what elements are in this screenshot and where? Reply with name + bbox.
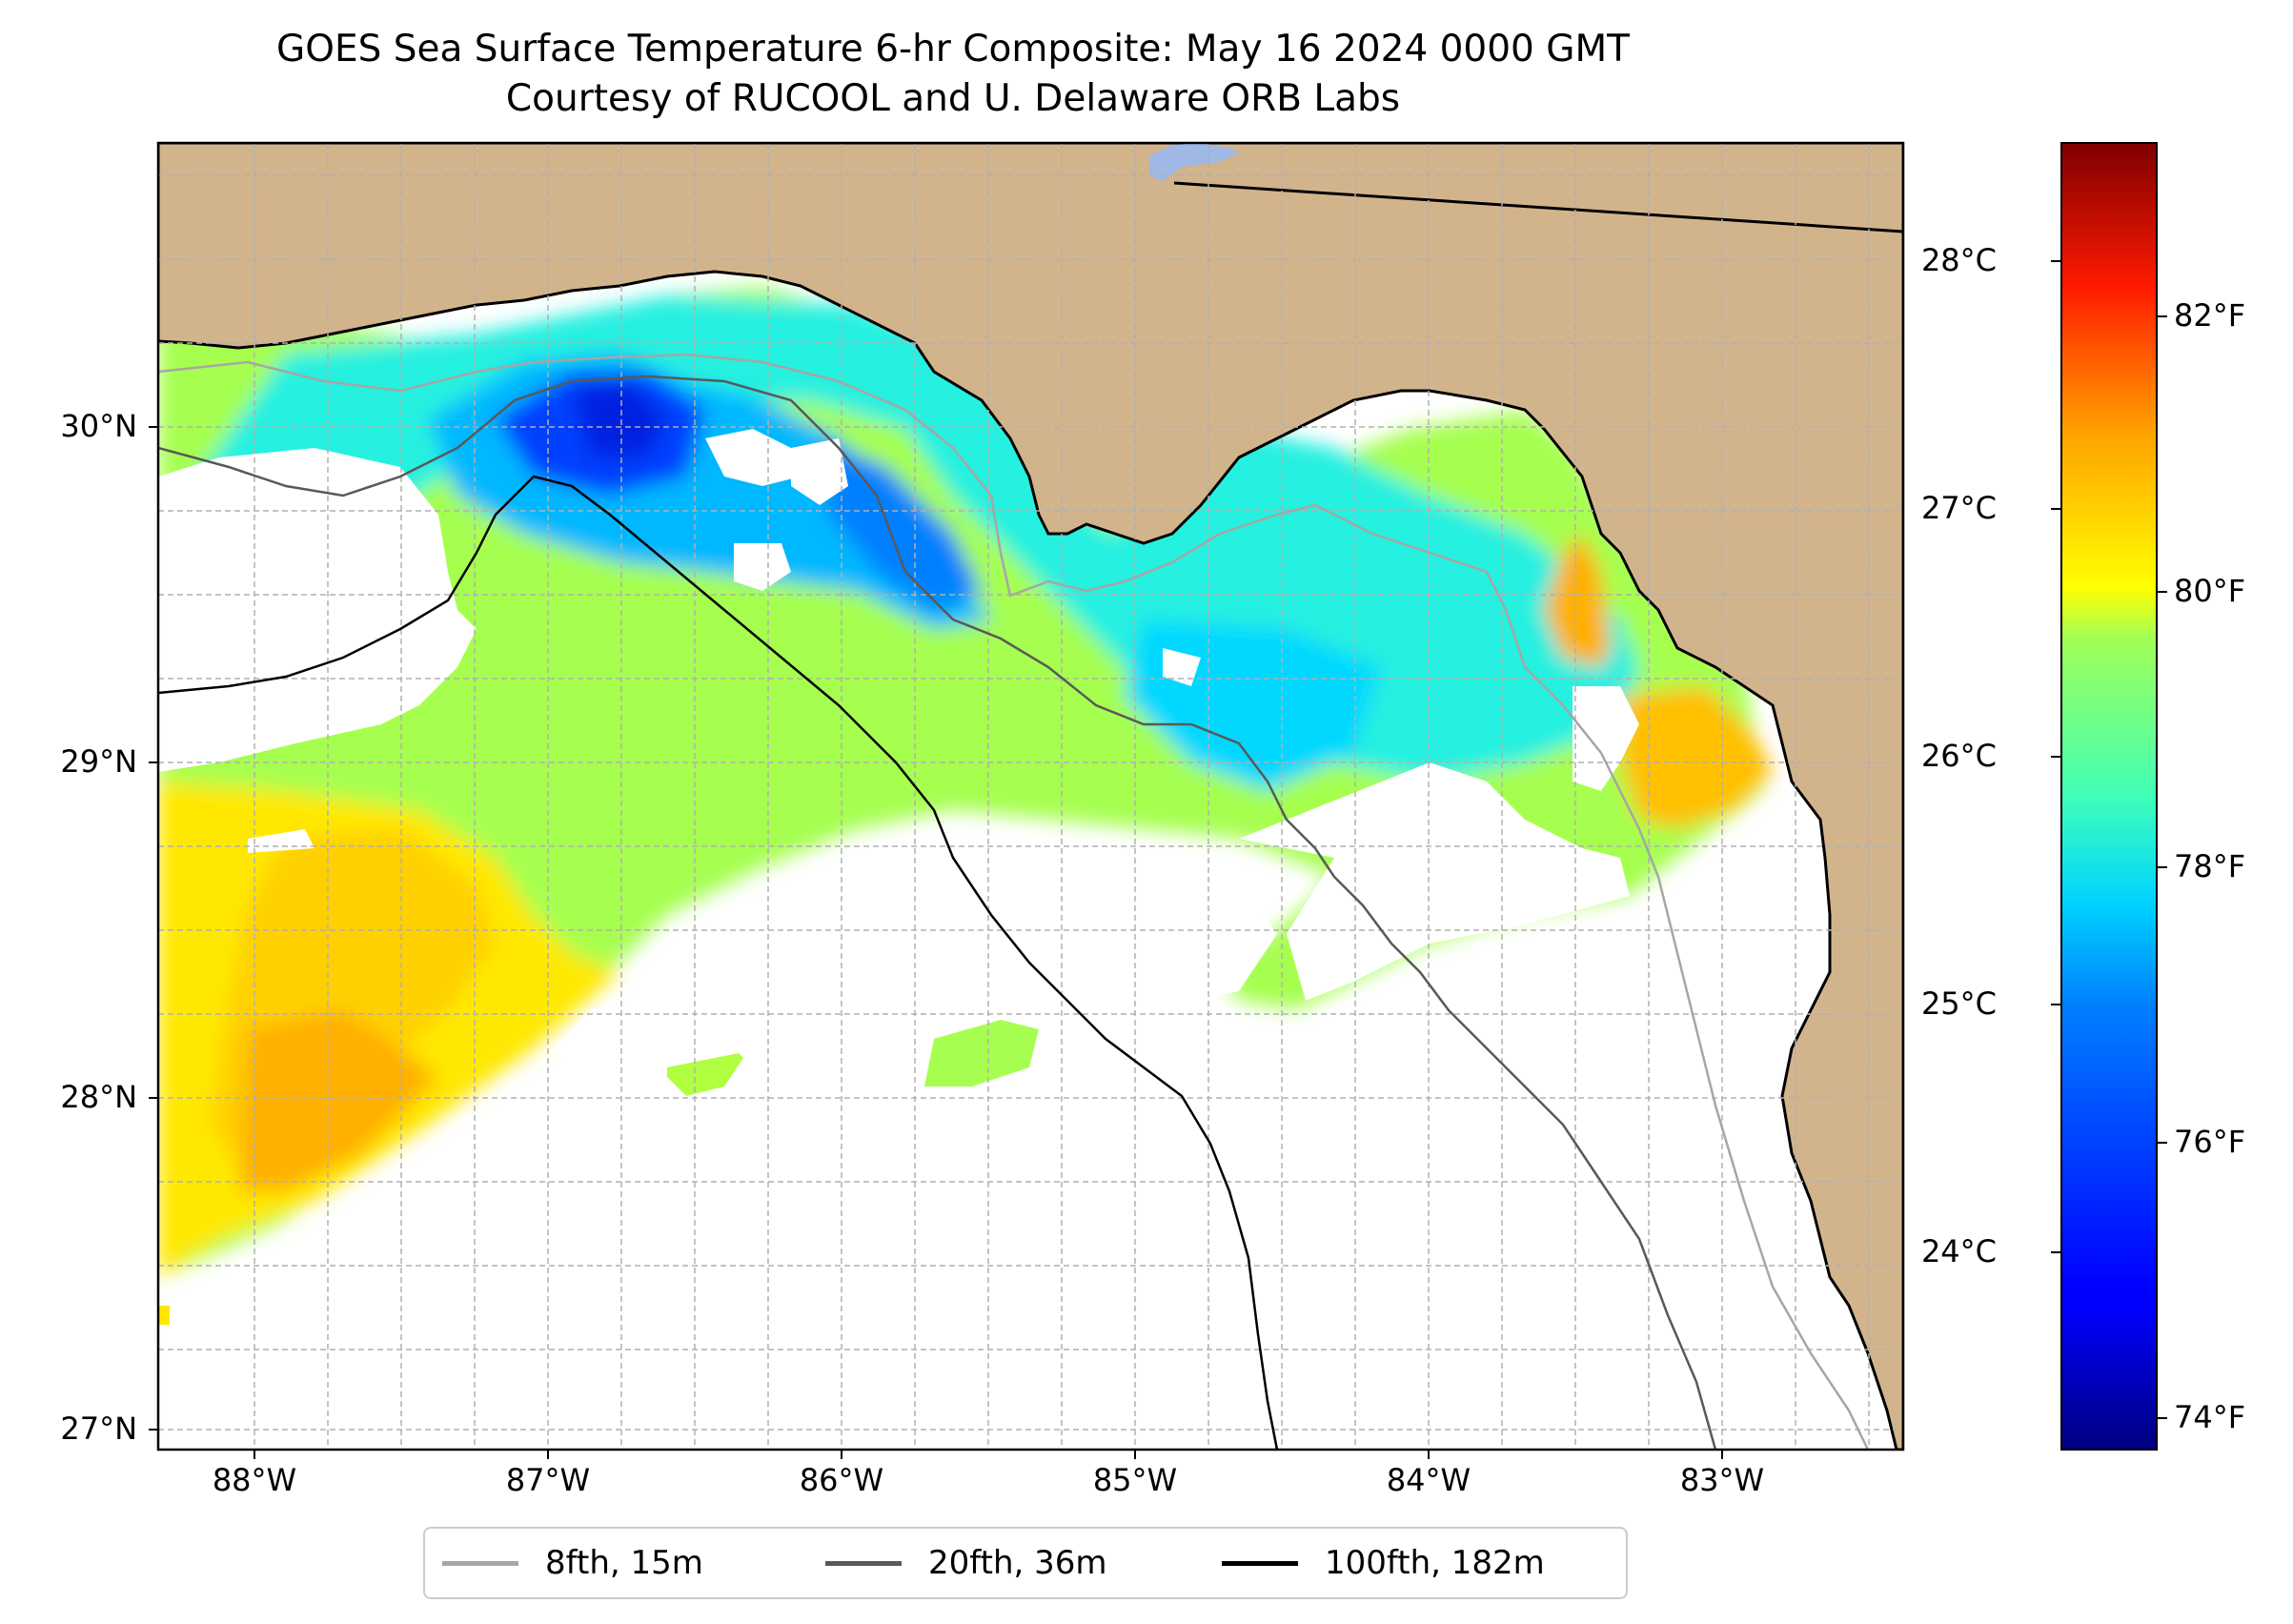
isobath-8fth	[158, 353, 1870, 1450]
lon-label-84w: 84°W	[1386, 1462, 1471, 1498]
legend-label-100fth: 100fth, 182m	[1325, 1544, 1545, 1582]
legend-swatch-20fth	[825, 1560, 902, 1566]
lon-label-83w: 83°W	[1679, 1462, 1765, 1498]
lat-label-27n: 27°N	[60, 1411, 137, 1447]
map-frame	[156, 141, 1905, 1451]
colorbar-label-76f: 76°F	[2174, 1124, 2246, 1160]
isobath-20fth	[158, 375, 1717, 1450]
isobath-legend: 8fth, 15m 20fth, 36m 100fth, 182m	[423, 1527, 1628, 1599]
lat-label-30n: 30°N	[60, 408, 137, 444]
lon-label-88w: 88°W	[212, 1462, 297, 1498]
colorbar	[2060, 142, 2158, 1451]
map-title: GOES Sea Surface Temperature 6-hr Compos…	[276, 28, 1630, 71]
colorbar-label-26c: 26°C	[1920, 738, 1997, 774]
colorbar-label-80f: 80°F	[2174, 573, 2246, 609]
legend-swatch-100fth	[1222, 1560, 1298, 1566]
lon-label-86w: 86°W	[799, 1462, 884, 1498]
lon-label-87w: 87°W	[505, 1462, 591, 1498]
legend-item-100fth: 100fth, 182m	[1222, 1529, 1545, 1597]
colorbar-label-24c: 24°C	[1920, 1233, 1997, 1269]
lon-label-85w: 85°W	[1092, 1462, 1178, 1498]
land-mass	[158, 143, 1903, 1450]
legend-item-20fth: 20fth, 36m	[825, 1529, 1107, 1597]
colorbar-ticks	[2051, 260, 2167, 1419]
lake-seminole	[1149, 143, 1239, 181]
colorbar-label-25c: 25°C	[1920, 985, 1997, 1022]
legend-swatch-8fth	[442, 1560, 518, 1566]
state-border	[1173, 181, 1903, 233]
legend-label-8fth: 8fth, 15m	[545, 1544, 703, 1582]
colorbar-label-28c: 28°C	[1920, 242, 1997, 278]
colorbar-label-74f: 74°F	[2174, 1399, 2246, 1435]
sst-field	[158, 286, 1773, 1277]
map-subtitle: Courtesy of RUCOOL and U. Delaware ORB L…	[505, 77, 1401, 120]
lat-label-29n: 29°N	[60, 743, 137, 780]
colorbar-label-27c: 27°C	[1920, 490, 1997, 526]
grid-lines	[158, 143, 1903, 1450]
legend-label-20fth: 20fth, 36m	[928, 1544, 1107, 1582]
lat-label-28n: 28°N	[60, 1079, 137, 1115]
isobath-100fth	[158, 475, 1279, 1450]
tick-marks	[149, 426, 1723, 1459]
colorbar-label-78f: 78°F	[2174, 848, 2246, 884]
legend-item-8fth: 8fth, 15m	[442, 1529, 703, 1597]
colorbar-label-82f: 82°F	[2174, 297, 2246, 334]
